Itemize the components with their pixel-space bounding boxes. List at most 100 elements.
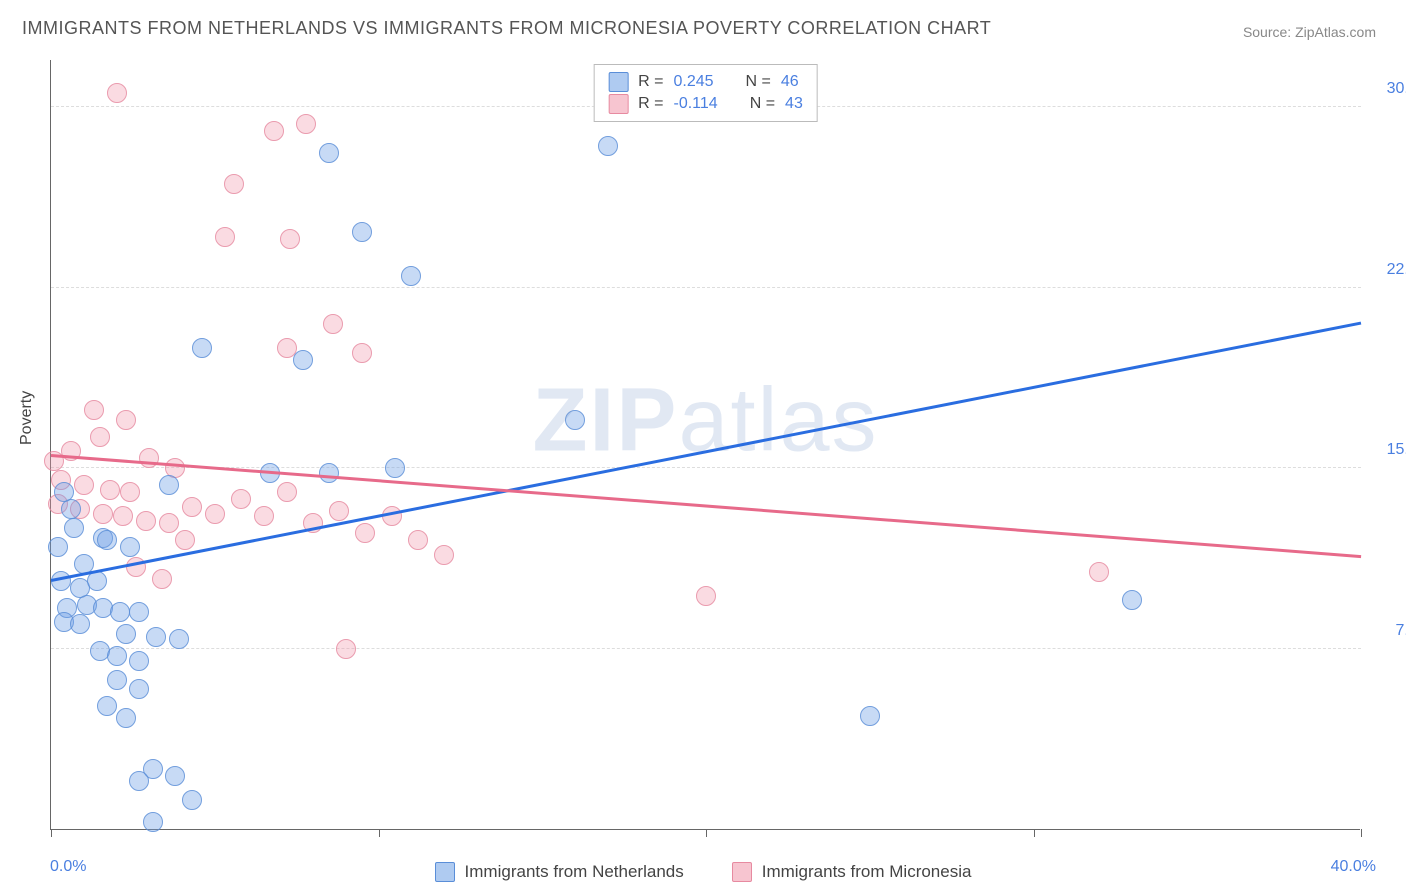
legend-label: Immigrants from Netherlands — [465, 862, 684, 882]
data-point-netherlands — [401, 266, 421, 286]
data-point-micronesia — [159, 513, 179, 533]
series-legend: Immigrants from Netherlands Immigrants f… — [0, 856, 1406, 888]
y-tick-label: 30.0% — [1372, 80, 1406, 98]
data-point-netherlands — [129, 602, 149, 622]
data-point-netherlands — [192, 338, 212, 358]
data-point-micronesia — [152, 569, 172, 589]
data-point-micronesia — [296, 114, 316, 134]
data-point-micronesia — [215, 227, 235, 247]
data-point-micronesia — [231, 489, 251, 509]
swatch-pink-icon — [732, 862, 752, 882]
data-point-micronesia — [277, 482, 297, 502]
data-point-micronesia — [696, 586, 716, 606]
x-tick — [51, 829, 52, 837]
r-value: -0.114 — [674, 93, 718, 115]
data-point-micronesia — [182, 497, 202, 517]
data-point-netherlands — [159, 475, 179, 495]
data-point-netherlands — [110, 602, 130, 622]
gridline — [51, 648, 1361, 649]
y-axis-title: Poverty — [18, 391, 36, 445]
data-point-netherlands — [565, 410, 585, 430]
data-point-micronesia — [264, 121, 284, 141]
data-point-netherlands — [51, 571, 71, 591]
data-point-micronesia — [120, 482, 140, 502]
data-point-netherlands — [107, 646, 127, 666]
stats-row-micronesia: R = -0.114 N = 43 — [608, 93, 803, 115]
source-attribution: Source: ZipAtlas.com — [1243, 24, 1376, 40]
data-point-netherlands — [129, 651, 149, 671]
x-tick — [706, 829, 707, 837]
x-tick — [379, 829, 380, 837]
data-point-micronesia — [1089, 562, 1109, 582]
data-point-micronesia — [93, 504, 113, 524]
gridline — [51, 287, 1361, 288]
data-point-micronesia — [254, 506, 274, 526]
data-point-micronesia — [280, 229, 300, 249]
legend-item-netherlands: Immigrants from Netherlands — [435, 856, 684, 888]
data-point-netherlands — [48, 537, 68, 557]
data-point-micronesia — [100, 480, 120, 500]
data-point-netherlands — [107, 670, 127, 690]
data-point-netherlands — [129, 679, 149, 699]
r-value: 0.245 — [674, 71, 714, 93]
data-point-micronesia — [175, 530, 195, 550]
data-point-micronesia — [113, 506, 133, 526]
data-point-micronesia — [434, 545, 454, 565]
r-label: R = — [638, 71, 663, 93]
data-point-micronesia — [329, 501, 349, 521]
stats-legend: R = 0.245 N = 46 R = -0.114 N = 43 — [593, 64, 818, 122]
x-tick — [1034, 829, 1035, 837]
data-point-netherlands — [143, 812, 163, 832]
data-point-netherlands — [116, 708, 136, 728]
legend-label: Immigrants from Micronesia — [762, 862, 972, 882]
n-label: N = — [746, 71, 771, 93]
data-point-netherlands — [352, 222, 372, 242]
n-value: 43 — [785, 93, 803, 115]
watermark-bold: ZIP — [532, 371, 678, 471]
r-label: R = — [638, 93, 663, 115]
data-point-micronesia — [136, 511, 156, 531]
y-tick-label: 7.5% — [1372, 622, 1406, 640]
data-point-netherlands — [97, 530, 117, 550]
stats-row-netherlands: R = 0.245 N = 46 — [608, 71, 803, 93]
data-point-micronesia — [84, 400, 104, 420]
data-point-netherlands — [116, 624, 136, 644]
data-point-netherlands — [146, 627, 166, 647]
n-value: 46 — [781, 71, 799, 93]
data-point-netherlands — [385, 458, 405, 478]
data-point-micronesia — [382, 506, 402, 526]
legend-item-micronesia: Immigrants from Micronesia — [732, 856, 972, 888]
data-point-netherlands — [120, 537, 140, 557]
data-point-netherlands — [598, 136, 618, 156]
data-point-netherlands — [169, 629, 189, 649]
data-point-netherlands — [319, 463, 339, 483]
data-point-micronesia — [352, 343, 372, 363]
data-point-netherlands — [860, 706, 880, 726]
data-point-micronesia — [355, 523, 375, 543]
data-point-micronesia — [408, 530, 428, 550]
y-tick-label: 15.0% — [1372, 441, 1406, 459]
data-point-netherlands — [64, 518, 84, 538]
data-point-netherlands — [97, 696, 117, 716]
gridline — [51, 467, 1361, 468]
data-point-netherlands — [165, 766, 185, 786]
data-point-micronesia — [139, 448, 159, 468]
scatter-plot-area: ZIPatlas R = 0.245 N = 46 R = -0.114 N =… — [50, 60, 1360, 830]
data-point-netherlands — [1122, 590, 1142, 610]
data-point-netherlands — [293, 350, 313, 370]
data-point-netherlands — [182, 790, 202, 810]
data-point-micronesia — [74, 475, 94, 495]
n-label: N = — [750, 93, 775, 115]
swatch-blue-icon — [608, 72, 628, 92]
data-point-netherlands — [87, 571, 107, 591]
swatch-pink-icon — [608, 94, 628, 114]
chart-title: IMMIGRANTS FROM NETHERLANDS VS IMMIGRANT… — [22, 18, 991, 39]
data-point-micronesia — [205, 504, 225, 524]
data-point-netherlands — [70, 614, 90, 634]
watermark-light: atlas — [678, 371, 878, 471]
y-tick-label: 22.5% — [1372, 261, 1406, 279]
data-point-micronesia — [224, 174, 244, 194]
data-point-netherlands — [319, 143, 339, 163]
data-point-micronesia — [107, 83, 127, 103]
data-point-netherlands — [54, 482, 74, 502]
